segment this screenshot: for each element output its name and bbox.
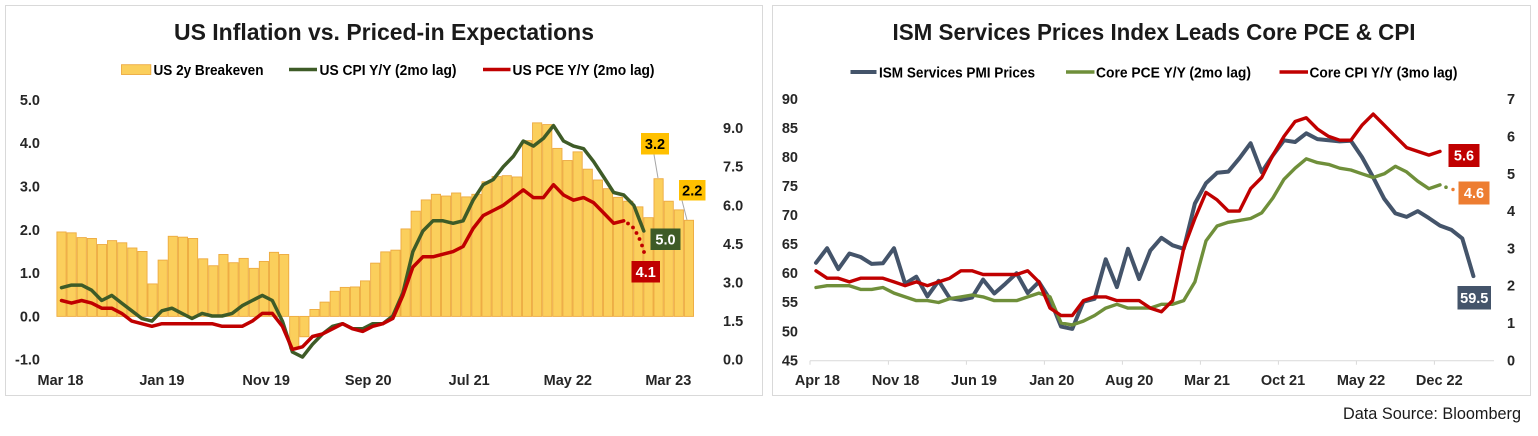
svg-text:4.1: 4.1 bbox=[636, 265, 656, 281]
svg-text:Data Source: Bloomberg: Data Source: Bloomberg bbox=[1343, 404, 1521, 423]
svg-text:3: 3 bbox=[1507, 241, 1515, 257]
svg-text:3.0: 3.0 bbox=[20, 180, 40, 196]
svg-text:1: 1 bbox=[1507, 316, 1515, 332]
svg-text:Aug 20: Aug 20 bbox=[1105, 373, 1153, 389]
svg-text:70: 70 bbox=[782, 208, 798, 224]
svg-text:Dec 22: Dec 22 bbox=[1416, 373, 1463, 389]
svg-text:65: 65 bbox=[782, 237, 798, 253]
svg-text:4.6: 4.6 bbox=[1464, 186, 1484, 202]
svg-text:4.0: 4.0 bbox=[20, 136, 40, 152]
svg-text:7.5: 7.5 bbox=[723, 160, 743, 176]
svg-text:3.0: 3.0 bbox=[723, 276, 743, 292]
svg-text:4.5: 4.5 bbox=[723, 237, 743, 253]
svg-text:80: 80 bbox=[782, 150, 798, 166]
svg-text:1.0: 1.0 bbox=[20, 266, 40, 282]
svg-text:Mar 23: Mar 23 bbox=[645, 373, 691, 389]
svg-text:90: 90 bbox=[782, 92, 798, 108]
svg-text:Jul 21: Jul 21 bbox=[449, 373, 490, 389]
svg-text:5.6: 5.6 bbox=[1454, 149, 1474, 165]
svg-text:85: 85 bbox=[782, 121, 798, 137]
svg-text:5: 5 bbox=[1507, 167, 1515, 183]
svg-text:1.5: 1.5 bbox=[723, 314, 743, 330]
svg-text:59.5: 59.5 bbox=[1460, 291, 1488, 307]
svg-text:Nov 18: Nov 18 bbox=[872, 373, 920, 389]
svg-text:5.0: 5.0 bbox=[655, 232, 675, 248]
svg-text:Jun 19: Jun 19 bbox=[951, 373, 997, 389]
svg-text:3.2: 3.2 bbox=[645, 137, 665, 153]
svg-text:2.0: 2.0 bbox=[20, 223, 40, 239]
svg-text:7: 7 bbox=[1507, 92, 1515, 108]
svg-text:US CPI Y/Y (2mo lag): US CPI Y/Y (2mo lag) bbox=[320, 63, 457, 79]
svg-text:5.0: 5.0 bbox=[20, 93, 40, 109]
svg-text:Oct 21: Oct 21 bbox=[1261, 373, 1305, 389]
svg-text:75: 75 bbox=[782, 179, 798, 195]
svg-text:2: 2 bbox=[1507, 279, 1515, 295]
svg-text:55: 55 bbox=[782, 295, 798, 311]
svg-text:9.0: 9.0 bbox=[723, 121, 743, 137]
svg-text:0: 0 bbox=[1507, 353, 1515, 369]
svg-text:Nov 19: Nov 19 bbox=[242, 373, 290, 389]
svg-text:ISM Services PMI Prices: ISM Services PMI Prices bbox=[879, 66, 1035, 82]
svg-text:Sep 20: Sep 20 bbox=[345, 373, 392, 389]
svg-text:Jan 20: Jan 20 bbox=[1029, 373, 1074, 389]
svg-text:6.0: 6.0 bbox=[723, 198, 743, 214]
svg-text:50: 50 bbox=[782, 324, 798, 340]
svg-text:60: 60 bbox=[782, 266, 798, 282]
svg-text:Core PCE Y/Y (2mo lag): Core PCE Y/Y (2mo lag) bbox=[1096, 66, 1251, 82]
svg-text:0.0: 0.0 bbox=[20, 309, 40, 325]
svg-text:US 2y Breakeven: US 2y Breakeven bbox=[154, 63, 264, 79]
svg-text:Apr 18: Apr 18 bbox=[795, 373, 840, 389]
svg-text:Core CPI Y/Y (3mo lag): Core CPI Y/Y (3mo lag) bbox=[1310, 66, 1458, 82]
svg-text:US PCE Y/Y (2mo lag): US PCE Y/Y (2mo lag) bbox=[513, 63, 655, 79]
svg-text:May 22: May 22 bbox=[1337, 373, 1385, 389]
svg-text:0.0: 0.0 bbox=[723, 353, 743, 369]
svg-text:ISM Services Prices Index Lead: ISM Services Prices Index Leads Core PCE… bbox=[893, 19, 1416, 45]
svg-text:Mar 18: Mar 18 bbox=[38, 373, 84, 389]
svg-text:US Inflation vs. Priced-in Exp: US Inflation vs. Priced-in Expectations bbox=[174, 19, 594, 45]
svg-text:2.2: 2.2 bbox=[682, 183, 702, 199]
svg-text:Jan 19: Jan 19 bbox=[139, 373, 184, 389]
svg-text:4: 4 bbox=[1507, 204, 1515, 220]
svg-text:6: 6 bbox=[1507, 129, 1515, 145]
svg-text:-1.0: -1.0 bbox=[15, 353, 40, 369]
svg-text:May 22: May 22 bbox=[544, 373, 592, 389]
svg-text:Mar 21: Mar 21 bbox=[1184, 373, 1230, 389]
svg-text:45: 45 bbox=[782, 353, 798, 369]
